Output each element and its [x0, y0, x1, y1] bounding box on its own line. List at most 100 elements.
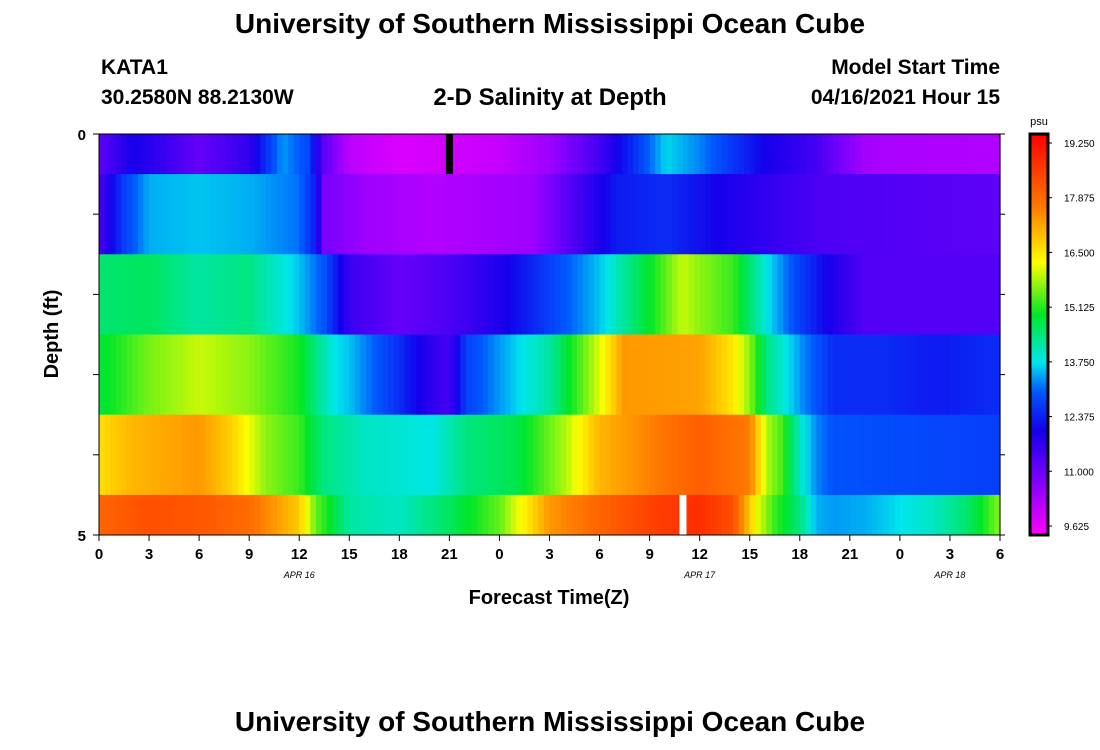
heatmap-cell [243, 254, 250, 335]
model-start-label: Model Start Time [831, 56, 1000, 79]
heatmap-cell [149, 494, 156, 536]
heatmap-cell [805, 494, 812, 536]
heatmap-cell [260, 414, 267, 496]
x-tick-label: 6 [595, 546, 603, 563]
heatmap-cell [288, 494, 295, 536]
heatmap-cell [994, 174, 1001, 255]
heatmap-cell [121, 414, 128, 496]
heatmap-cell [499, 414, 506, 496]
heatmap-cell [988, 254, 996, 335]
heatmap-cell [822, 334, 829, 416]
heatmap-cell [961, 334, 968, 416]
heatmap-cell [638, 174, 645, 255]
heatmap-cell [149, 134, 156, 175]
heatmap-cell [571, 134, 578, 175]
heatmap-cell [699, 134, 706, 175]
heatmap-cell [521, 134, 528, 175]
heatmap-cell [215, 134, 222, 175]
heatmap-cell [877, 414, 884, 496]
heatmap-cell [632, 494, 640, 536]
heatmap-cell [733, 334, 740, 416]
heatmap-cell [833, 254, 840, 335]
heatmap-cell [282, 494, 289, 536]
heatmap-cell [727, 494, 734, 536]
heatmap-cell [916, 134, 923, 175]
heatmap-cell [961, 174, 968, 255]
heatmap-cell [304, 494, 311, 536]
heatmap-cell [938, 494, 945, 536]
heatmap-cell [432, 254, 439, 335]
heatmap-cell [193, 254, 200, 335]
heatmap-cell [204, 414, 211, 496]
heatmap-cell [521, 414, 528, 496]
heatmap-cell [165, 334, 172, 416]
heatmap-cell [616, 334, 623, 416]
heatmap-cell [343, 494, 350, 536]
heatmap-cell [527, 134, 534, 175]
heatmap-cell [844, 174, 851, 255]
heatmap-cell [788, 414, 795, 496]
heatmap-cell [354, 494, 361, 536]
heatmap-cell [538, 254, 545, 335]
heatmap-cell [666, 494, 673, 536]
heatmap-cell [599, 334, 606, 416]
heatmap-cell [933, 174, 940, 255]
heatmap-cell [327, 254, 334, 335]
heatmap-cell [343, 134, 350, 175]
heatmap-cell [877, 254, 884, 335]
heatmap-cell [454, 174, 462, 255]
heatmap-cell [571, 334, 578, 416]
heatmap-cell [844, 494, 851, 536]
heatmap-cell [666, 334, 673, 416]
heatmap-cell [210, 174, 217, 255]
heatmap-cell [499, 174, 506, 255]
heatmap-cell [493, 494, 501, 536]
heatmap-cell [126, 134, 133, 175]
heatmap-cell [977, 494, 984, 536]
heatmap-cell [805, 414, 812, 496]
heatmap-cell [783, 254, 790, 335]
heatmap-cell [877, 134, 884, 175]
heatmap-cell [471, 254, 478, 335]
heatmap-cell [838, 134, 845, 175]
heatmap-cell [538, 494, 545, 536]
heatmap-cell [254, 334, 261, 416]
heatmap-cell [310, 174, 317, 255]
heatmap-cell [393, 494, 400, 536]
heatmap-cell [716, 494, 723, 536]
heatmap-cell [327, 414, 334, 496]
heatmap-cell [343, 254, 350, 335]
heatmap-cell [299, 134, 306, 175]
heatmap-cell [555, 134, 562, 175]
heatmap-cell [538, 174, 545, 255]
heatmap-cell [905, 174, 912, 255]
heatmap-cell [416, 414, 423, 496]
heatmap-cell [454, 414, 462, 496]
heatmap-cell [160, 334, 167, 416]
heatmap-cell [137, 254, 145, 335]
heatmap-cell [193, 494, 200, 536]
date-label: APR 16 [283, 570, 315, 580]
heatmap-cell [238, 494, 245, 536]
heatmap-cell [215, 174, 222, 255]
heatmap-cell [226, 334, 234, 416]
heatmap-cell [577, 494, 584, 536]
heatmap-cell [710, 334, 717, 416]
heatmap-cell [493, 134, 501, 175]
heatmap-cell [232, 414, 239, 496]
colorbar: psu 19.250 17.875 16.500 15.125 13.750 12.375 1… [1028, 116, 1095, 537]
heatmap-cell [466, 414, 473, 496]
heatmap-cell [977, 334, 984, 416]
heatmap-cell [393, 334, 400, 416]
heatmap-cell [360, 134, 367, 175]
heatmap-cell [360, 494, 367, 536]
heatmap-cell [771, 414, 779, 496]
heatmap-cell [966, 174, 973, 255]
heatmap-cell [933, 134, 940, 175]
heatmap-cell [710, 174, 717, 255]
heatmap-cell [271, 414, 278, 496]
heatmap-cell [165, 414, 172, 496]
heatmap-cell [771, 334, 779, 416]
heatmap-cell [588, 174, 595, 255]
heatmap-cell [827, 414, 834, 496]
